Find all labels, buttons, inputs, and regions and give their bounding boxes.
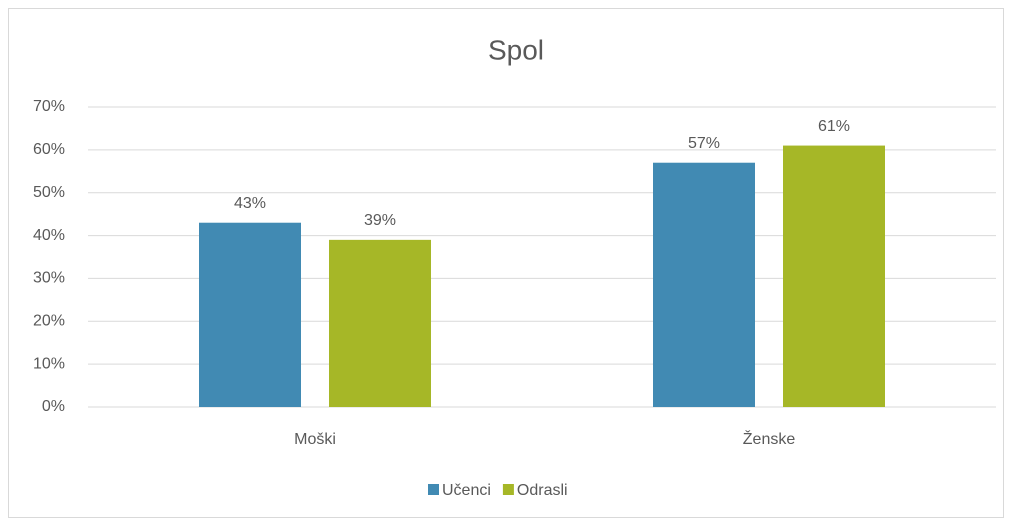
bar <box>329 239 431 407</box>
x-tick-label: Ženske <box>743 429 796 448</box>
y-tick-label: 60% <box>33 141 65 158</box>
bar <box>653 162 755 407</box>
data-label: 39% <box>364 212 396 229</box>
y-tick-label: 40% <box>33 227 65 244</box>
data-label: 57% <box>688 135 720 152</box>
legend-swatch <box>502 484 514 495</box>
y-tick-label: 10% <box>33 355 65 372</box>
legend-label: Odrasli <box>517 482 568 499</box>
legend-swatch <box>428 484 439 495</box>
y-tick-label: 50% <box>33 184 65 201</box>
y-tick-label: 30% <box>33 270 65 287</box>
data-label: 61% <box>818 118 850 135</box>
chart-title: Spol <box>488 34 544 65</box>
data-label: 43% <box>234 195 266 212</box>
bar <box>199 222 301 407</box>
y-tick-label: 70% <box>33 98 65 115</box>
y-tick-label: 20% <box>33 313 65 330</box>
x-tick-label: Moški <box>294 431 336 448</box>
y-tick-label: 0% <box>42 398 65 415</box>
bar <box>783 145 885 408</box>
legend-label: Učenci <box>442 482 491 499</box>
